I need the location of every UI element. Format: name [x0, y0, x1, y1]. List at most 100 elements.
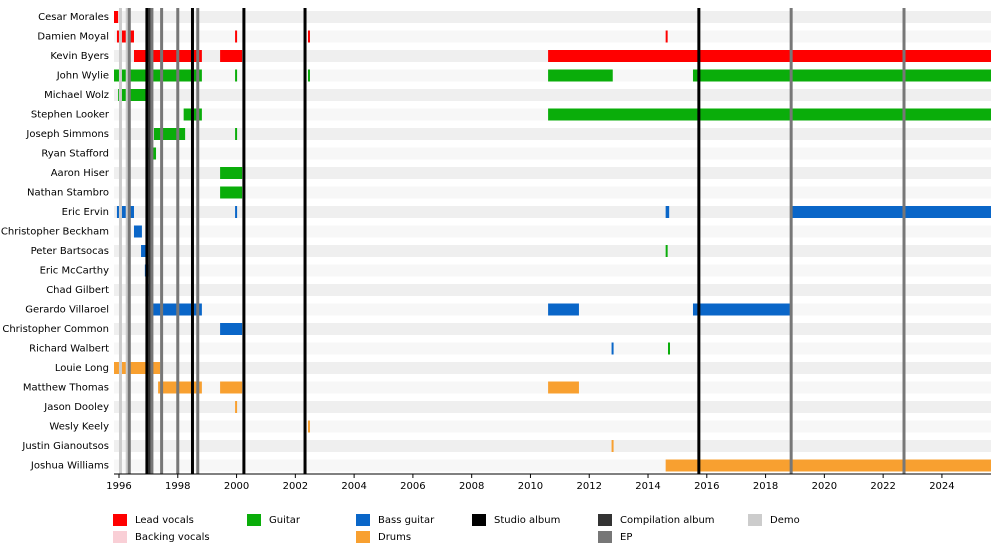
- legend-swatch: [598, 531, 612, 543]
- membership-bar: [220, 186, 243, 199]
- row-background: [114, 128, 991, 140]
- membership-bar: [692, 303, 790, 316]
- membership-bar: [665, 459, 991, 472]
- membership-bar: [114, 69, 202, 82]
- row-background: [114, 284, 991, 296]
- legend-label: Drums: [378, 532, 411, 543]
- membership-bar: [611, 342, 614, 355]
- x-tick-label: 2004: [341, 481, 366, 492]
- legend-swatch: [113, 531, 127, 543]
- membership-bar: [235, 401, 238, 413]
- membership-bar: [665, 245, 668, 257]
- member-name: Eric Ervin: [62, 207, 109, 218]
- membership-bar: [220, 323, 243, 335]
- row-background: [114, 362, 991, 374]
- x-tick-label: 2014: [635, 481, 660, 492]
- row-background: [114, 147, 991, 160]
- member-name: Jason Dooley: [43, 402, 109, 413]
- member-name: Eric McCarthy: [40, 266, 109, 277]
- membership-bar: [548, 303, 579, 316]
- membership-bar: [668, 342, 671, 355]
- member-name: Cesar Morales: [38, 12, 109, 23]
- member-name: Ryan Stafford: [41, 149, 109, 160]
- x-tick-label: 2006: [400, 481, 425, 492]
- member-name: Christopher Beckham: [1, 227, 109, 238]
- x-tick-label: 2000: [224, 481, 249, 492]
- membership-bar: [235, 128, 238, 140]
- legend-label: Compilation album: [620, 515, 715, 526]
- row-background: [114, 420, 991, 433]
- x-tick-label: 2020: [812, 481, 837, 492]
- member-name: Joshua Williams: [30, 461, 109, 472]
- legend-swatch: [748, 514, 762, 526]
- row-background: [114, 206, 991, 218]
- membership-bar: [611, 440, 614, 452]
- row-background: [114, 11, 991, 23]
- legend-label: EP: [620, 532, 632, 543]
- membership-bar: [158, 381, 202, 394]
- row-background: [114, 30, 991, 43]
- legend-swatch: [113, 514, 127, 526]
- membership-bar: [220, 50, 243, 62]
- row-background: [114, 89, 991, 101]
- membership-bar: [665, 30, 668, 43]
- member-name: Louie Long: [55, 363, 109, 374]
- membership-bar: [548, 69, 613, 82]
- x-tick-label: 2008: [459, 481, 484, 492]
- x-tick-label: 2002: [283, 481, 308, 492]
- membership-bar: [692, 69, 991, 82]
- legend-swatch: [598, 514, 612, 526]
- row-background: [114, 167, 991, 179]
- membership-bar: [118, 89, 149, 101]
- membership-bar: [307, 30, 310, 43]
- membership-bar: [791, 206, 991, 218]
- x-tick-label: 2016: [694, 481, 719, 492]
- row-background: [114, 245, 991, 257]
- member-name: Nathan Stambro: [27, 188, 109, 199]
- row-background: [114, 401, 991, 413]
- membership-bar: [220, 381, 243, 394]
- member-name: Gerardo Villaroel: [25, 305, 109, 316]
- legend-swatch: [356, 514, 370, 526]
- row-background: [114, 225, 991, 238]
- member-name: Damien Moyal: [37, 32, 109, 43]
- x-tick-label: 2012: [577, 481, 602, 492]
- member-name: Justin Gianoutsos: [21, 441, 109, 452]
- membership-bar: [665, 206, 670, 218]
- legend-label: Demo: [770, 515, 800, 526]
- legend-label: Lead vocals: [135, 515, 194, 526]
- membership-bar: [307, 69, 310, 82]
- membership-bar: [548, 108, 991, 121]
- legend-swatch: [356, 531, 370, 543]
- legend-label: Studio album: [494, 515, 560, 526]
- member-name: Stephen Looker: [31, 110, 110, 121]
- row-background: [114, 323, 991, 335]
- membership-bar: [235, 206, 238, 218]
- legend-swatch: [247, 514, 261, 526]
- x-tick-label: 2024: [929, 481, 954, 492]
- membership-bar: [307, 420, 310, 433]
- member-name: Kevin Byers: [50, 51, 109, 62]
- membership-bar: [548, 50, 991, 62]
- legend-label: Guitar: [269, 515, 301, 526]
- membership-bar: [114, 11, 119, 23]
- member-name: Matthew Thomas: [23, 383, 109, 394]
- x-tick-label: 2018: [753, 481, 778, 492]
- member-name: Chad Gilbert: [46, 285, 109, 296]
- x-tick-label: 2010: [518, 481, 543, 492]
- x-tick-label: 1996: [106, 481, 131, 492]
- membership-bar: [235, 30, 238, 43]
- x-tick-label: 2022: [870, 481, 895, 492]
- row-background: [114, 440, 991, 452]
- member-name: Peter Bartsocas: [31, 246, 109, 257]
- member-name: Richard Walbert: [29, 344, 109, 355]
- membership-bar: [548, 381, 579, 394]
- legend-label: Backing vocals: [135, 532, 210, 543]
- row-background: [114, 264, 991, 277]
- member-name: Christopher Common: [2, 324, 109, 335]
- member-name: Wesly Keely: [49, 422, 109, 433]
- membership-bar: [133, 225, 142, 238]
- member-name: John Wylie: [56, 71, 109, 82]
- legend-swatch: [472, 514, 486, 526]
